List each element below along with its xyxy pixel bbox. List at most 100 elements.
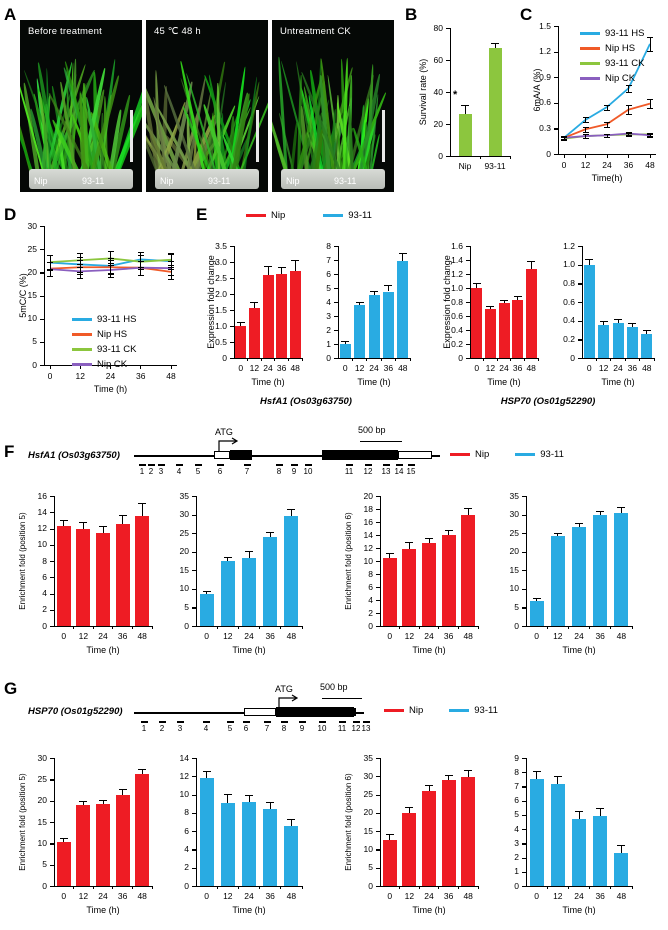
y-tick-label: 60 xyxy=(433,54,443,65)
legend-label: 93-11 HS xyxy=(605,28,645,39)
y-tick xyxy=(446,124,450,126)
y-tick xyxy=(522,533,526,535)
y-axis-title: Enrichment fold (position 6) xyxy=(344,773,353,871)
x-tick-label: 12 xyxy=(78,891,89,901)
x-tick-label: 36 xyxy=(265,891,275,901)
position-tick xyxy=(216,464,224,466)
x-tick-label: 24 xyxy=(369,363,379,373)
x-tick-label: 36 xyxy=(627,363,638,373)
bar xyxy=(76,804,91,886)
x-tick-label: 36 xyxy=(117,631,128,641)
error-bar xyxy=(599,511,601,515)
y-tick xyxy=(522,772,526,774)
y-tick xyxy=(192,551,196,553)
x-tick xyxy=(151,886,153,889)
position-number: 9 xyxy=(291,467,297,476)
position-tick xyxy=(304,464,312,466)
y-tick xyxy=(522,514,526,516)
y-tick-label: 30 xyxy=(37,752,47,763)
panel-letter-f: F xyxy=(4,442,15,461)
y-tick-label: 1.0 xyxy=(563,259,575,270)
bar xyxy=(76,529,91,626)
x-tick-label: 36 xyxy=(443,631,454,641)
position-tick xyxy=(345,464,353,466)
error-bar xyxy=(448,529,450,535)
panel-letter-c: C xyxy=(520,5,533,24)
x-axis-title: Time (h) xyxy=(357,377,391,387)
legend-label: Nip HS xyxy=(605,43,636,54)
bar xyxy=(471,288,483,358)
x-tick xyxy=(351,358,354,361)
panel-g-legend: Nip 93-11 xyxy=(384,705,498,720)
y-axis xyxy=(380,496,382,626)
error-bar-cap xyxy=(625,84,632,86)
x-tick-label: 48 xyxy=(642,363,652,373)
position-number: 6 xyxy=(217,467,223,476)
error-bar xyxy=(122,789,124,796)
error-bar-cap xyxy=(582,134,589,136)
y-tick-label: 5 xyxy=(42,859,47,870)
error-bar-cap xyxy=(107,263,114,265)
legend-swatch xyxy=(580,62,600,65)
y-tick xyxy=(334,302,338,304)
bar xyxy=(397,260,409,358)
bar xyxy=(402,813,417,886)
chart-f-enrichment-pos5-9311: 0 5 10 15 20 25 30 35 0 12 24 36 48 Time (h) xyxy=(166,486,308,664)
x-tick xyxy=(112,626,114,629)
y-tick-label: 0.4 xyxy=(563,315,575,326)
x-tick-label: 48 xyxy=(166,371,176,381)
error-bar xyxy=(557,776,559,784)
x-tick-label: 48 xyxy=(463,891,473,901)
panel-e-caption-hsp70: HSP70 (Os01g52290) xyxy=(500,396,596,407)
x-axis-title: Time(h) xyxy=(591,173,623,183)
bar xyxy=(263,809,278,886)
bar xyxy=(56,526,71,626)
y-tick xyxy=(192,570,196,572)
y-tick xyxy=(446,28,450,30)
y-tick xyxy=(40,318,44,320)
x-tick-label: 12 xyxy=(78,631,89,641)
x-tick xyxy=(380,358,382,361)
legend-item-9311: 93-11 xyxy=(323,210,372,221)
position-number: 11 xyxy=(337,724,347,733)
y-tick-label: 0 xyxy=(222,352,227,363)
x-axis xyxy=(196,626,302,628)
error-bar-cap xyxy=(604,133,610,135)
legend-label-nip: Nip xyxy=(409,705,424,716)
x-tick xyxy=(496,358,498,361)
y-tick-label: 15 xyxy=(179,564,189,575)
y-axis xyxy=(526,496,528,626)
error-bar-cap xyxy=(47,255,53,257)
bar xyxy=(235,326,247,358)
legend-item-nip-hs: Nip HS xyxy=(72,329,136,340)
x-axis-title: Time (h) xyxy=(412,905,446,915)
y-tick-label: 2 xyxy=(326,324,331,335)
photo-caption: Before treatment xyxy=(28,26,102,37)
panel-letter-g: G xyxy=(4,679,18,698)
y-tick xyxy=(40,341,44,344)
position-tick xyxy=(382,464,390,466)
error-bar-cap xyxy=(168,275,174,277)
y-axis xyxy=(470,246,472,358)
y-tick-label: 8 xyxy=(42,555,47,566)
bar xyxy=(441,535,456,626)
position-tick xyxy=(176,721,184,723)
y-tick xyxy=(522,626,526,628)
x-axis xyxy=(54,886,152,888)
y-tick xyxy=(376,886,380,888)
y-tick-label: 20 xyxy=(363,490,373,501)
error-bar-cap xyxy=(625,105,632,107)
error-bar xyxy=(585,126,586,132)
y-tick-label: 0.6 xyxy=(451,310,463,321)
y-tick xyxy=(334,330,338,332)
bar xyxy=(441,779,456,886)
legend-item-nip: Nip xyxy=(384,705,423,716)
position-number: 2 xyxy=(159,724,165,733)
error-bar xyxy=(585,117,586,123)
panel-f-legend: Nip 93-11 xyxy=(450,449,564,464)
y-tick xyxy=(50,593,54,595)
x-tick xyxy=(170,365,172,369)
error-bar xyxy=(227,556,229,561)
y-tick-label: 6 xyxy=(514,795,519,806)
error-bar xyxy=(606,121,608,127)
